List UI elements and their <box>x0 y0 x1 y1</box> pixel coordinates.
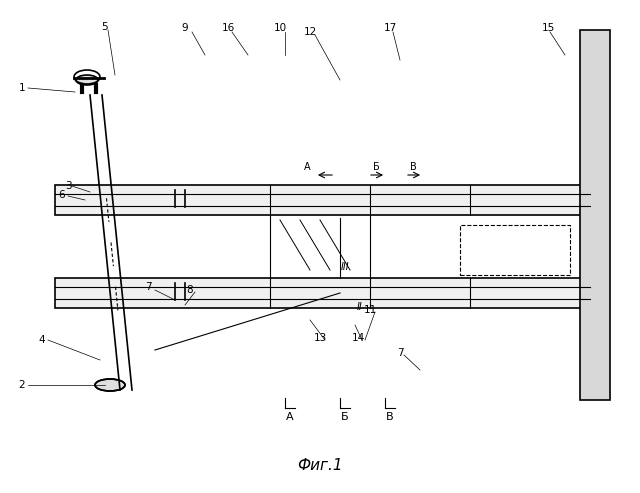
Text: 16: 16 <box>221 23 235 33</box>
Text: 8: 8 <box>187 285 193 295</box>
Bar <box>55 185 590 215</box>
Text: Б: Б <box>372 162 380 172</box>
Ellipse shape <box>76 75 98 85</box>
Text: 17: 17 <box>383 23 397 33</box>
Text: 13: 13 <box>314 333 326 343</box>
Text: А: А <box>286 412 294 422</box>
Text: 2: 2 <box>19 380 26 390</box>
Text: 9: 9 <box>182 23 188 33</box>
Text: 7: 7 <box>145 282 151 292</box>
Text: В: В <box>410 162 417 172</box>
Text: III: III <box>340 262 349 272</box>
Bar <box>460 225 570 275</box>
Text: 3: 3 <box>65 181 71 191</box>
Bar <box>55 278 590 308</box>
Text: 4: 4 <box>38 335 45 345</box>
Ellipse shape <box>95 379 125 391</box>
Text: 6: 6 <box>59 190 65 200</box>
Bar <box>580 30 610 400</box>
Text: 7: 7 <box>397 348 403 358</box>
Text: 1: 1 <box>19 83 26 93</box>
Text: 11: 11 <box>364 305 376 315</box>
Text: 5: 5 <box>102 22 108 32</box>
Text: 15: 15 <box>541 23 555 33</box>
Text: II: II <box>357 302 363 312</box>
Text: А: А <box>304 162 310 172</box>
Text: 10: 10 <box>273 23 287 33</box>
Text: Фиг.1: Фиг.1 <box>297 458 343 472</box>
Text: 14: 14 <box>351 333 365 343</box>
Text: Б: Б <box>341 412 349 422</box>
Text: В: В <box>386 412 394 422</box>
Text: 12: 12 <box>303 27 317 37</box>
